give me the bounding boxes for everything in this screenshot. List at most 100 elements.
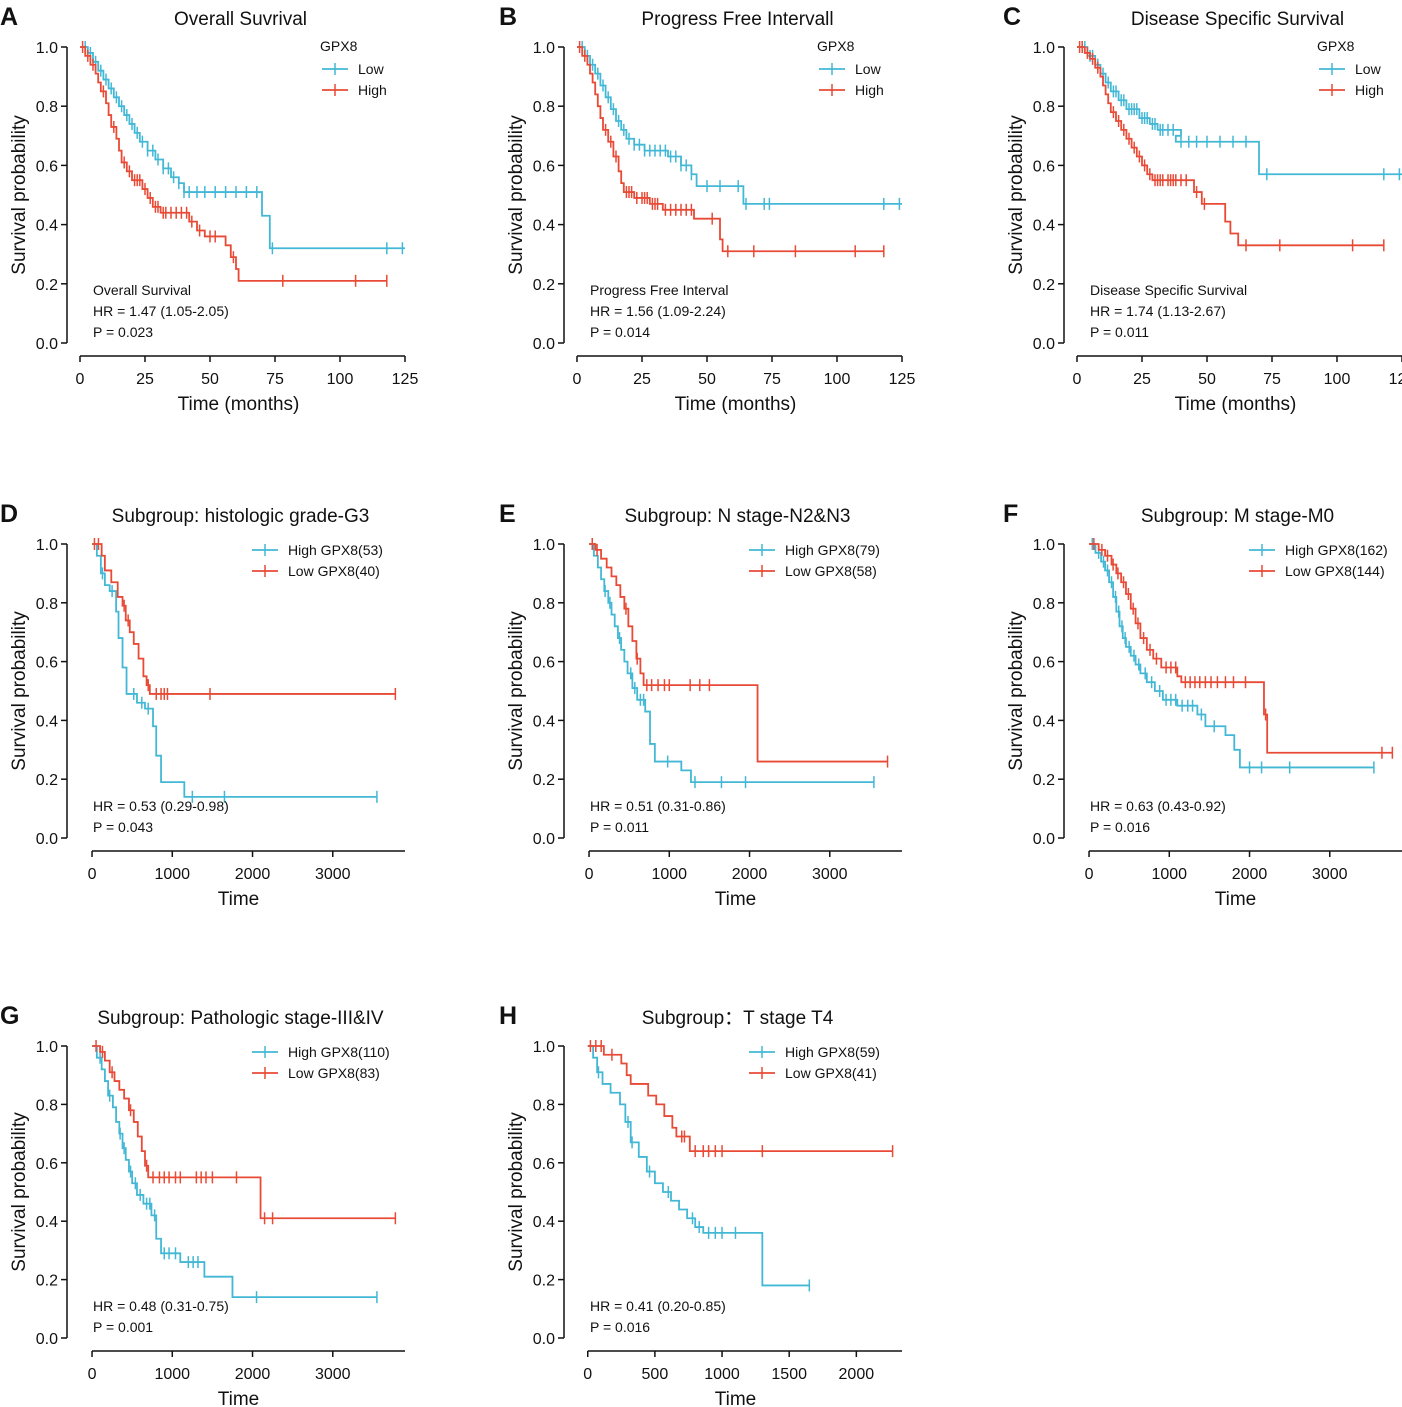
x-tick-label: 0 [573, 371, 582, 388]
chart-title: Subgroup：T stage T4 [642, 1008, 834, 1029]
y-axis-title: Survival probability [1006, 611, 1027, 771]
y-tick-label: 0.4 [36, 218, 58, 235]
km-curve-series2 [589, 543, 888, 763]
panel-letter: H [499, 1002, 517, 1030]
y-axis-title: Survival probability [9, 611, 30, 771]
x-tick-label: 1000 [1151, 866, 1187, 883]
x-tick-label: 1000 [651, 866, 687, 883]
y-tick-label: 0.4 [533, 218, 555, 235]
km-curve-series2 [1077, 46, 1384, 247]
y-tick-label: 0.6 [36, 1156, 58, 1173]
annotation-text: HR = 0.48 (0.31-0.75) [93, 1298, 229, 1314]
km-curve-series1 [577, 46, 902, 205]
legend-label: Low GPX8(144) [1285, 563, 1385, 579]
y-tick-label: 0.2 [533, 277, 555, 294]
y-tick-label: 0.0 [1033, 831, 1055, 848]
x-axis-title: Time [715, 889, 757, 910]
y-tick-label: 0.4 [533, 713, 555, 730]
km-curve-series2 [577, 46, 884, 253]
x-tick-label: 25 [633, 371, 651, 388]
km-curve-series1 [1089, 543, 1374, 769]
y-axis-title: Survival probability [1006, 115, 1027, 275]
x-tick-label: 25 [136, 371, 154, 388]
x-tick-label: 50 [1198, 371, 1216, 388]
panel-letter: F [1003, 500, 1018, 528]
legend-title: GPX8 [1317, 38, 1355, 54]
panel-f: F Subgroup: M stage-M0 0.0 0.2 0.4 0.6 0.8 1.0 S… [1003, 500, 1402, 910]
x-tick-label: 2000 [839, 1366, 875, 1383]
y-tick-label: 0.4 [1033, 218, 1055, 235]
y-tick-label: 0.0 [533, 1331, 555, 1348]
x-tick-label: 25 [1133, 371, 1151, 388]
legend-label: High [855, 82, 884, 98]
x-tick-label: 125 [392, 371, 419, 388]
panel-d: D Subgroup: histologic grade-G3 0.0 0.2 0.4 0… [0, 500, 405, 910]
chart-title: Subgroup: histologic grade-G3 [112, 506, 370, 527]
x-axis-title: Time (months) [178, 394, 300, 415]
y-tick-label: 0.6 [1033, 655, 1055, 672]
y-axis-title: Survival probability [9, 115, 30, 275]
y-tick-label: 1.0 [533, 1039, 555, 1056]
legend-label: High GPX8(79) [785, 542, 880, 558]
x-tick-label: 100 [1324, 371, 1351, 388]
x-tick-label: 125 [889, 371, 916, 388]
annotation-text: P = 0.014 [590, 324, 650, 340]
x-axis-title: Time [218, 1389, 260, 1407]
x-tick-label: 2000 [235, 866, 271, 883]
y-tick-label: 0.8 [36, 99, 58, 116]
y-axis-title: Survival probability [506, 611, 527, 771]
km-curve-series1 [587, 1045, 810, 1287]
legend-label: Low GPX8(83) [288, 1065, 380, 1081]
x-tick-label: 2000 [235, 1366, 271, 1383]
legend-title: GPX8 [320, 38, 358, 54]
annotation-text: HR = 0.53 (0.29-0.98) [93, 798, 229, 814]
y-tick-label: 0.2 [1033, 277, 1055, 294]
y-tick-label: 0.0 [533, 336, 555, 353]
km-curve-series2 [80, 46, 387, 282]
x-tick-label: 500 [642, 1366, 669, 1383]
x-tick-label: 1000 [154, 866, 190, 883]
chart-title: Progress Free Intervall [641, 9, 833, 30]
legend-label: Low GPX8(58) [785, 563, 877, 579]
x-tick-label: 0 [1073, 371, 1082, 388]
x-tick-label: 75 [763, 371, 781, 388]
y-tick-label: 0.8 [1033, 596, 1055, 613]
legend-label: Low GPX8(40) [288, 563, 380, 579]
y-tick-label: 0.8 [533, 1097, 555, 1114]
x-tick-label: 75 [266, 371, 284, 388]
legend-title: GPX8 [817, 38, 855, 54]
panel-letter: A [0, 3, 18, 31]
y-tick-label: 1.0 [533, 40, 555, 57]
panel-b: B Progress Free Intervall 0.0 0.2 0.4 0.6 0.8 1… [499, 3, 915, 415]
annotation-text: HR = 0.63 (0.43-0.92) [1090, 798, 1226, 814]
y-tick-label: 0.2 [36, 1273, 58, 1290]
legend-label: High GPX8(53) [288, 542, 383, 558]
annotation-text: HR = 1.56 (1.09-2.24) [590, 303, 726, 319]
y-tick-label: 1.0 [36, 1039, 58, 1056]
annotation-text: P = 0.016 [1090, 819, 1150, 835]
panel-letter: G [0, 1002, 19, 1030]
y-tick-label: 0.6 [36, 655, 58, 672]
legend-label: Low [358, 61, 385, 77]
legend-label: High [1355, 82, 1384, 98]
y-axis-title: Survival probability [506, 115, 527, 275]
y-tick-label: 0.2 [36, 277, 58, 294]
legend-label: High GPX8(162) [1285, 542, 1388, 558]
y-tick-label: 1.0 [36, 40, 58, 57]
x-tick-label: 3000 [315, 866, 351, 883]
annotation-text: P = 0.001 [93, 1319, 153, 1335]
y-tick-label: 1.0 [1033, 40, 1055, 57]
annotation-text: P = 0.043 [93, 819, 153, 835]
panel-c: C Disease Specific Survival 0.0 0.2 0.4 0.6 0.… [1003, 3, 1402, 415]
x-tick-label: 125 [1389, 371, 1402, 388]
km-curve-series2 [587, 1045, 893, 1153]
y-tick-label: 0.6 [533, 158, 555, 175]
x-tick-label: 75 [1263, 371, 1281, 388]
km-curve-series1 [589, 543, 874, 784]
x-tick-label: 50 [698, 371, 716, 388]
panel-letter: C [1003, 3, 1021, 31]
x-tick-label: 1500 [771, 1366, 807, 1383]
panel-h: H Subgroup：T stage T4 0.0 0.2 0.4 0.6 0.8 1.0 Su… [499, 1002, 902, 1407]
chart-title: Disease Specific Survival [1131, 9, 1344, 30]
